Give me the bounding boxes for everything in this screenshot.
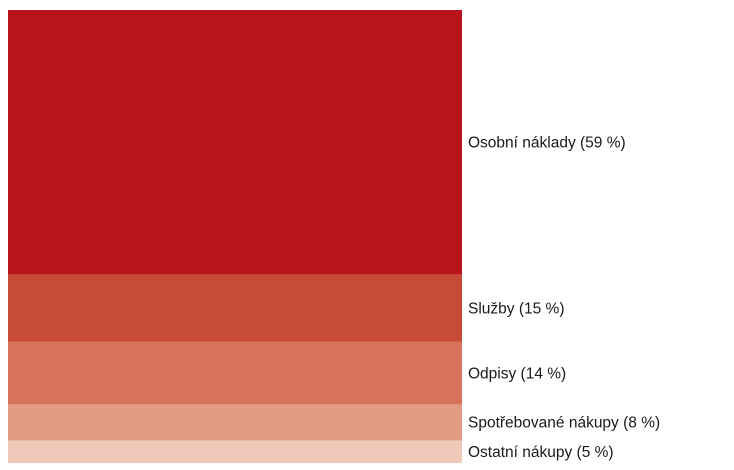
bar-segment — [8, 10, 462, 275]
segment-label: Odpisy (14 %) — [468, 365, 566, 382]
bar-segment — [8, 440, 462, 463]
bar-segment — [8, 404, 462, 441]
bar-segment — [8, 274, 462, 342]
segment-label: Služby (15 %) — [468, 300, 564, 317]
segment-label: Spotřebované nákupy (8 %) — [468, 415, 660, 432]
bar-segment — [8, 341, 462, 405]
segment-label: Osobní náklady (59 %) — [468, 134, 626, 151]
segment-label: Ostatní nákupy (5 %) — [468, 444, 614, 461]
